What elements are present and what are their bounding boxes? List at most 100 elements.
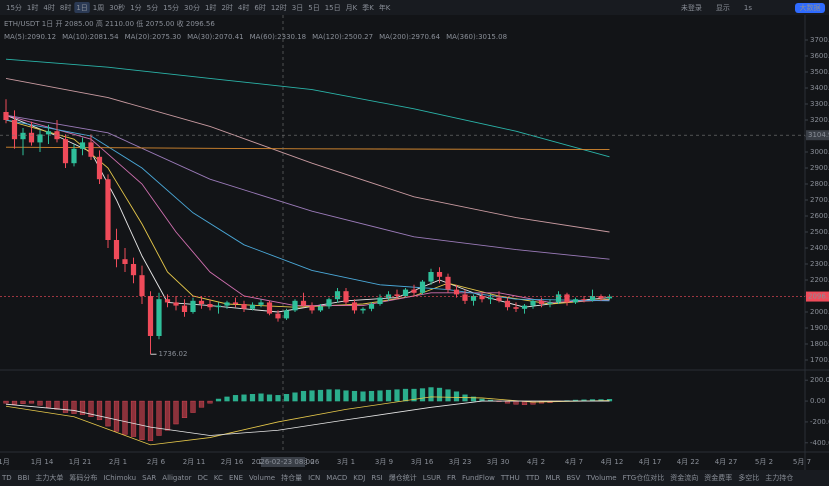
- timeframe-tab[interactable]: 1分: [130, 3, 141, 12]
- indicator-tab[interactable]: MACD: [326, 474, 347, 482]
- indicator-tab[interactable]: DC: [198, 474, 208, 482]
- timeframe-tab[interactable]: 年K: [379, 3, 391, 12]
- indicator-tab[interactable]: 主力大单: [35, 473, 63, 482]
- candle-body: [428, 272, 434, 282]
- timeframe-tab[interactable]: 5日: [308, 4, 319, 12]
- login-button-bg: [795, 3, 825, 13]
- toolbar-item[interactable]: 显示: [716, 4, 730, 12]
- indicator-tab[interactable]: FundFlow: [462, 474, 495, 482]
- timeframe-tab[interactable]: 1周: [93, 4, 104, 12]
- y-tick-label: 2000.00: [810, 308, 829, 316]
- indicator-tab[interactable]: FR: [447, 474, 456, 482]
- indicator-tab[interactable]: Alligator: [162, 474, 191, 482]
- timeframe-tab[interactable]: 1时: [27, 3, 38, 12]
- current-price-label: 2096.56: [808, 293, 829, 301]
- indicator-tab[interactable]: SAR: [142, 474, 156, 482]
- candle-body: [198, 300, 205, 304]
- indicator-tab[interactable]: LSUR: [423, 474, 441, 482]
- timeframe-tab[interactable]: 季K: [362, 3, 374, 12]
- macd-bar: [258, 393, 264, 402]
- macd-bar: [385, 389, 392, 402]
- legend-entry: MA(10):2081.54: [62, 33, 119, 41]
- indicator-tab[interactable]: KC: [214, 474, 223, 482]
- timeframe-tab[interactable]: 12时: [271, 3, 287, 12]
- timeframe-tab[interactable]: 15分: [163, 3, 179, 12]
- toolbar: [0, 0, 829, 15]
- macd-bar: [275, 395, 281, 402]
- macd-bar: [513, 400, 519, 405]
- legend-entry: MA(5):2090.12: [4, 33, 56, 41]
- indicator-tab[interactable]: 资金费率: [704, 473, 732, 482]
- indicator-tab[interactable]: 多空比: [738, 473, 759, 482]
- indicator-tab[interactable]: ENE: [229, 474, 243, 482]
- timeframe-tab[interactable]: 5分: [147, 3, 158, 12]
- x-tick-label: 4月 17: [639, 458, 662, 466]
- indicator-tab[interactable]: 资金流向: [670, 473, 698, 482]
- timeframe-tab[interactable]: 30分: [184, 3, 200, 12]
- toolbar-item[interactable]: 1s: [744, 4, 752, 12]
- timeframe-tab[interactable]: 4时: [43, 3, 54, 12]
- indicator-tab[interactable]: MLR: [546, 474, 561, 482]
- macd-bar: [402, 388, 409, 402]
- indicator-tab[interactable]: TVolume: [585, 474, 616, 482]
- current-price-bg: [806, 291, 829, 302]
- indicator-tab[interactable]: BSV: [566, 474, 580, 482]
- indicator-bar: [0, 470, 829, 486]
- macd-bar: [79, 400, 86, 415]
- indicator-tab[interactable]: KDJ: [353, 474, 365, 482]
- candle-body: [37, 134, 43, 143]
- timeframe-tab[interactable]: 15分: [6, 3, 22, 12]
- indicator-tab[interactable]: RSI: [371, 474, 382, 482]
- timeframe-tab[interactable]: 8时: [60, 3, 71, 12]
- timeframe-tab[interactable]: 3日: [292, 4, 303, 12]
- candle-body: [181, 305, 188, 312]
- candle-body: [249, 304, 256, 309]
- timeframe-tab[interactable]: 1日: [76, 4, 87, 12]
- y-tick-label: 1900.00: [810, 324, 829, 332]
- macd-bar: [215, 398, 222, 402]
- timeframe-tab[interactable]: 1时: [205, 3, 216, 12]
- indicator-tab[interactable]: BBI: [18, 474, 30, 482]
- timeframe-tab[interactable]: 30秒: [109, 3, 125, 12]
- ma-line: [5, 77, 610, 233]
- timeframe-tab[interactable]: 4时: [238, 3, 249, 12]
- y-tick-label: 2800.00: [810, 180, 829, 188]
- indicator-tab[interactable]: ICN: [308, 474, 320, 482]
- indicator-tab[interactable]: Volume: [249, 474, 275, 482]
- indicator-tab[interactable]: 持仓量: [281, 473, 302, 482]
- y-tick-label: 2200.00: [810, 276, 829, 284]
- macd-bar: [190, 400, 196, 413]
- x-tick-label: 1月 14: [31, 458, 54, 466]
- timeframe-tab[interactable]: 15日: [325, 4, 341, 12]
- indicator-tab[interactable]: TTHU: [500, 474, 520, 482]
- macd-bar: [343, 390, 349, 402]
- macd-bar: [419, 388, 426, 402]
- ma-line: [5, 146, 610, 151]
- indicator-tab[interactable]: TD: [1, 474, 12, 482]
- candle-body: [190, 300, 196, 312]
- y-tick-label: 2300.00: [810, 260, 829, 268]
- timeframe-tab[interactable]: 月K: [346, 4, 358, 12]
- indicator-tab[interactable]: IChimoku: [103, 474, 136, 482]
- macd-bar: [394, 389, 400, 402]
- crosshair-date-label: 2026-02-23 08:00: [251, 458, 314, 466]
- indicator-tab[interactable]: 筹码分布: [69, 473, 97, 482]
- toolbar-item[interactable]: 未登录: [681, 3, 702, 12]
- login-button[interactable]: 大数据: [800, 3, 821, 12]
- indicator-tab[interactable]: 主力持仓: [765, 473, 793, 482]
- macd-bar: [37, 400, 43, 406]
- indicator-tab[interactable]: FTG仓位对比: [623, 473, 665, 482]
- macd-bar: [351, 390, 358, 402]
- timeframe-tab[interactable]: 2时: [221, 3, 232, 12]
- y-tick-label: 3000.00: [810, 148, 829, 156]
- y-tick-label: 0.00: [810, 397, 826, 405]
- candle-body: [11, 120, 18, 140]
- y-tick-label: 3600.00: [810, 52, 829, 60]
- candle-body: [453, 289, 460, 295]
- candle-body: [521, 305, 528, 309]
- macd-bar: [368, 390, 375, 402]
- timeframe-tab[interactable]: 6时: [254, 3, 265, 12]
- indicator-tab[interactable]: TTD: [525, 474, 540, 482]
- indicator-tab[interactable]: 爆仓统计: [389, 473, 417, 482]
